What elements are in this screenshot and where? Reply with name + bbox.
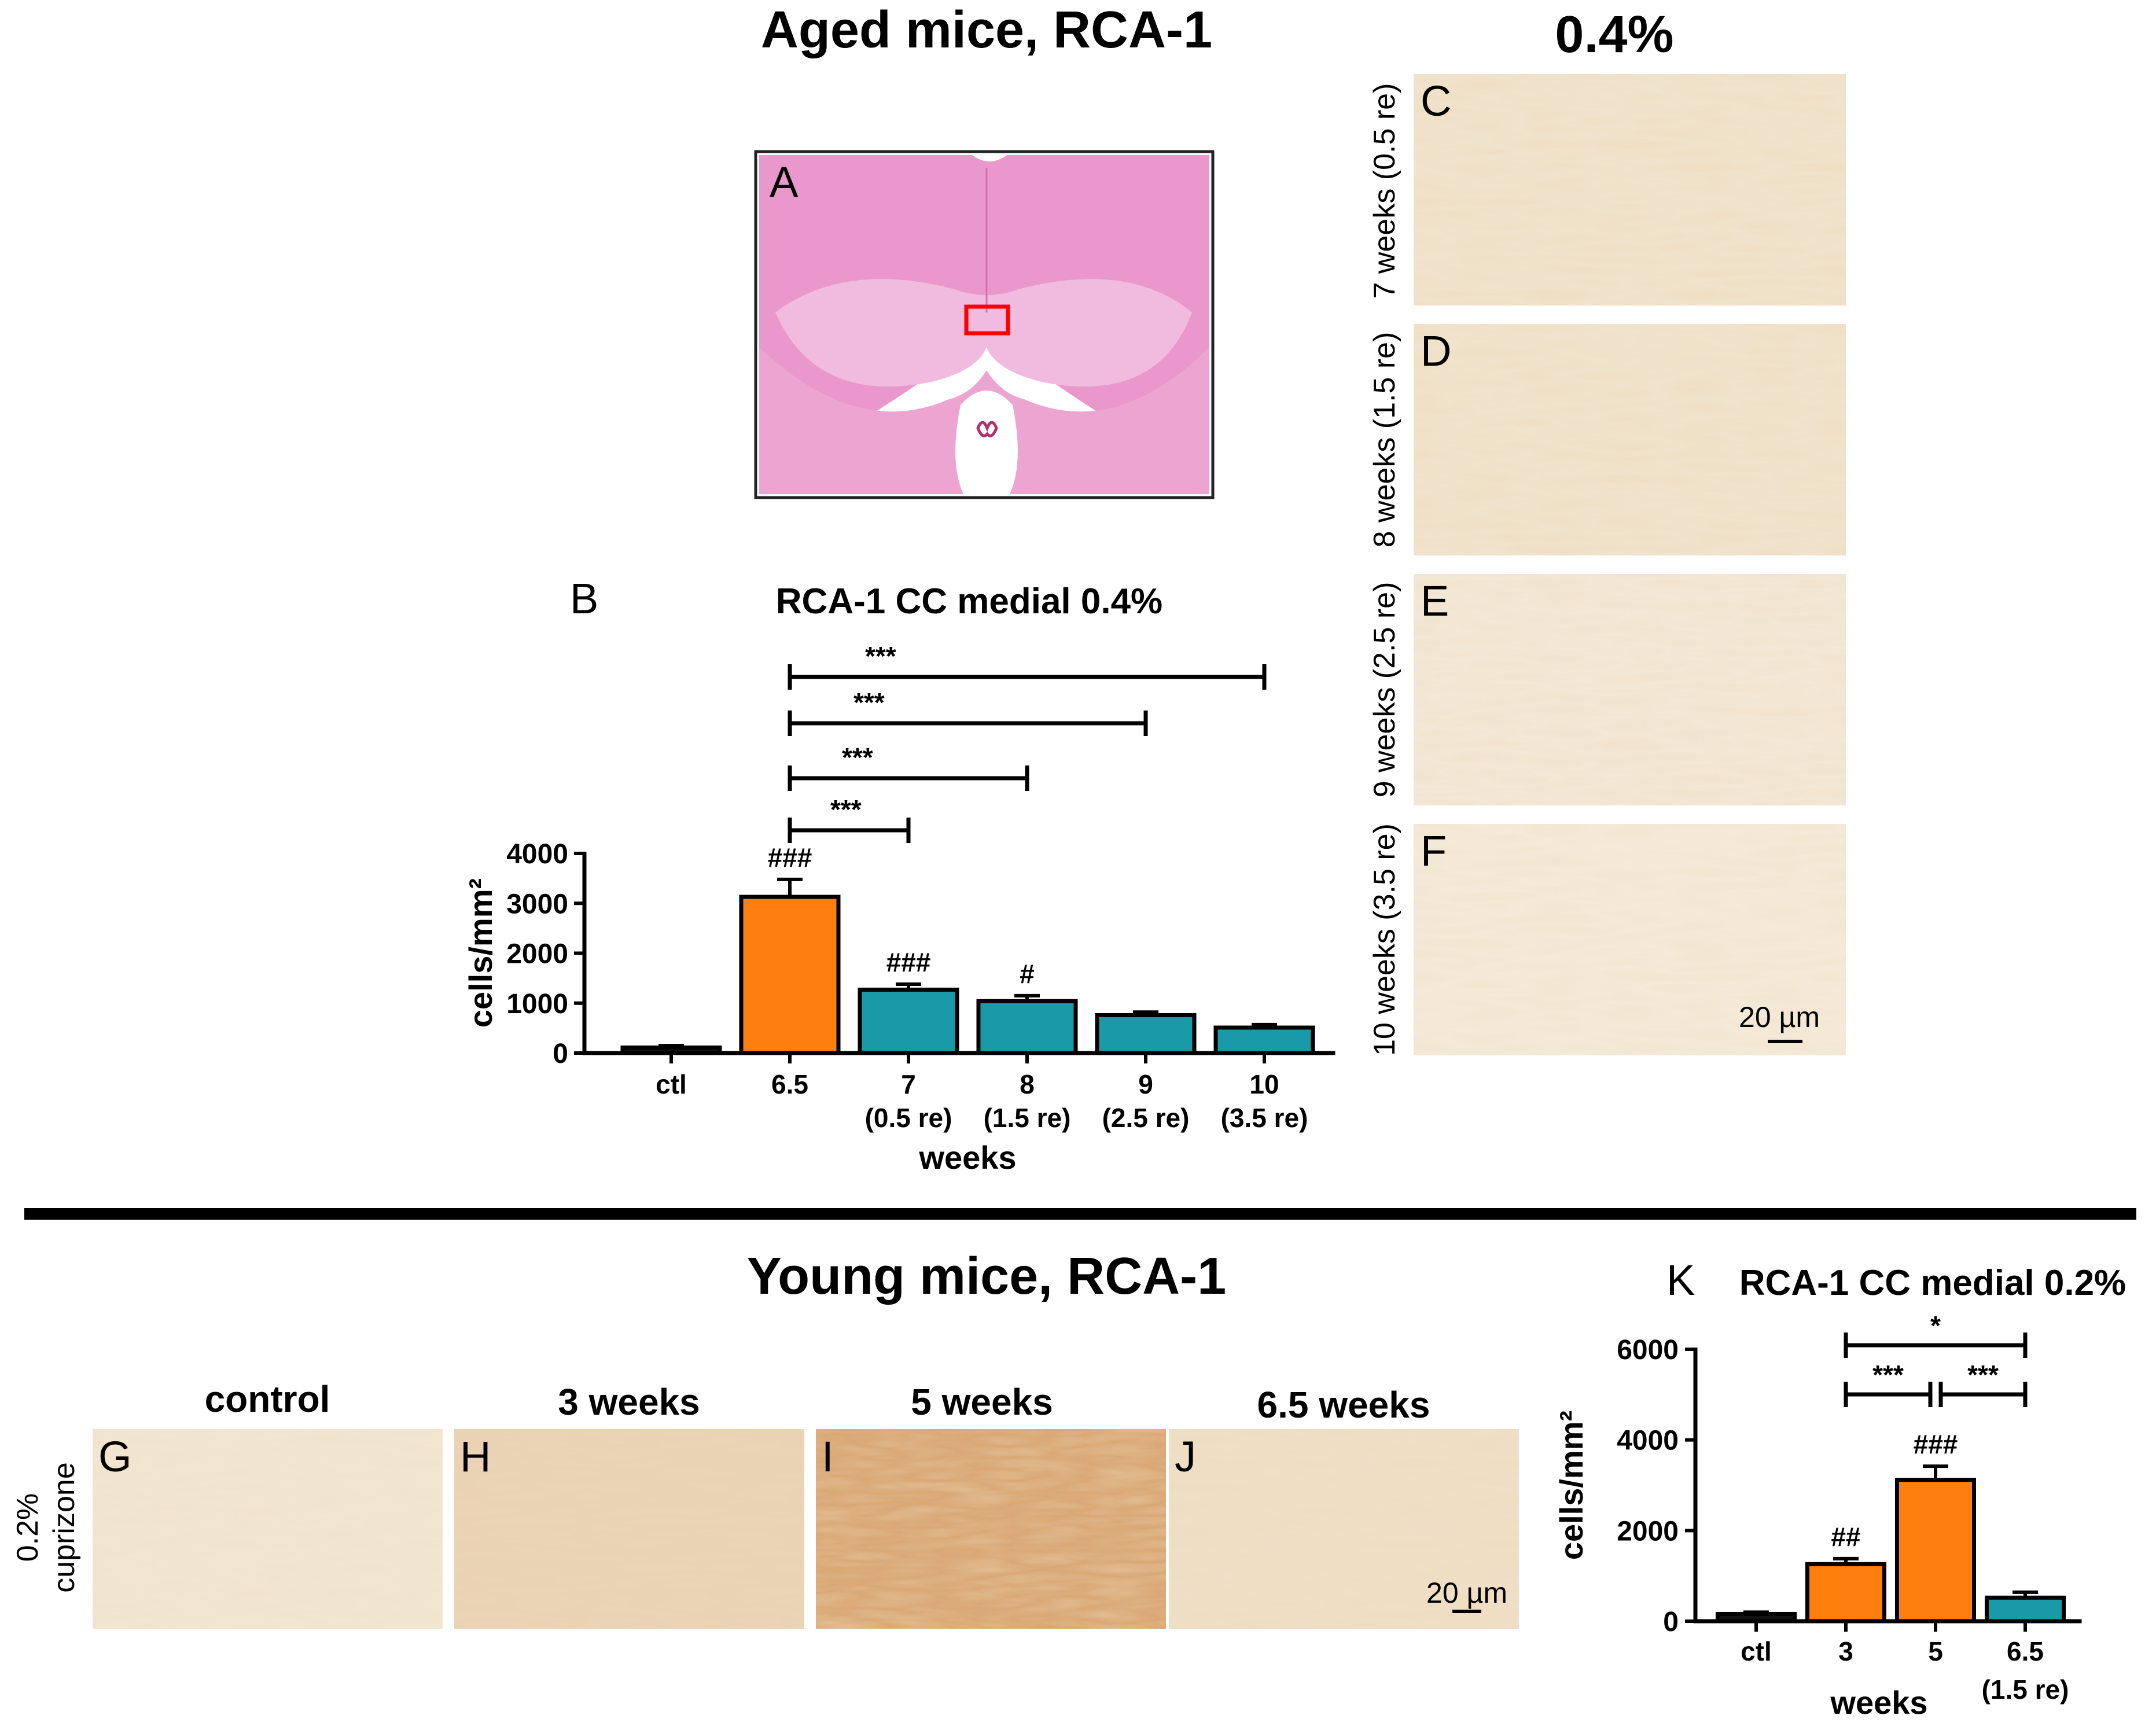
row-label-7-weeks: 7 weeks (0.5 re): [1368, 83, 1401, 299]
x-tick-label: 6.5: [771, 1069, 808, 1099]
panel-label-f: F: [1421, 827, 1447, 875]
x-tick-sublabel: (2.5 re): [1102, 1103, 1190, 1133]
x-tick-label: 6.5: [2007, 1636, 2044, 1666]
x-tick-sublabel: (0.5 re): [865, 1103, 952, 1133]
bar: [1213, 1025, 1315, 1055]
panel-label-c: C: [1421, 77, 1451, 125]
panel-label-j: J: [1175, 1433, 1196, 1481]
comparison-label: ***: [1872, 1360, 1904, 1390]
comparison-label: ***: [842, 742, 873, 772]
scale-bar-label-f: 20 µm: [1739, 1001, 1820, 1033]
bar: [1716, 1611, 1797, 1624]
chart-k: K RCA-1 CC medial 0.2% 0 2000 4000 6000 cell…: [1553, 1256, 2126, 1721]
y-tick-label: 4000: [506, 839, 568, 870]
micrograph-e: E 9 weeks (2.5 re): [1368, 574, 1846, 805]
micrograph-f: F 10 weeks (3.5 re) 20 µm: [1368, 823, 1846, 1056]
bar: [1985, 1595, 2066, 1624]
row-label-8-weeks: 8 weeks (1.5 re): [1368, 332, 1401, 548]
micrograph-d: D 8 weeks (1.5 re): [1368, 324, 1846, 555]
x-axis-label: weeks: [1830, 1684, 1927, 1721]
x-tick-label: 8: [1020, 1069, 1035, 1099]
bar-sig-label: ##: [1831, 1522, 1860, 1552]
row-label-9-weeks: 9 weeks (2.5 re): [1368, 582, 1401, 798]
y-tick-label: 4000: [1617, 1426, 1679, 1456]
micrograph-g: control G: [93, 1378, 443, 1629]
x-tick-sublabel: (3.5 re): [1221, 1103, 1308, 1133]
bar: [739, 895, 841, 1055]
panel-label-i: I: [822, 1433, 834, 1481]
x-tick-label: 10: [1249, 1069, 1279, 1099]
bar: [1805, 1562, 1886, 1624]
panel-label-e: E: [1421, 577, 1449, 625]
bar-sig-label: ###: [768, 842, 812, 873]
chart-k-title: RCA-1 CC medial 0.2%: [1739, 1263, 2126, 1303]
x-tick-label: 9: [1138, 1069, 1153, 1099]
micrograph-i: 5 weeks I: [816, 1381, 1166, 1629]
column-title-0.4: 0.4%: [1555, 6, 1673, 64]
panel-a-brain-section: A: [754, 150, 1215, 499]
y-tick-label: 2000: [1617, 1516, 1679, 1547]
micrograph-c: C 7 weeks (0.5 re): [1368, 74, 1846, 305]
comparison-label: ***: [1967, 1360, 1999, 1390]
row-label-0.2: 0.2%: [11, 1493, 45, 1562]
y-tick-label: 6000: [1617, 1335, 1679, 1365]
young-title: Young mice, RCA-1: [747, 1247, 1226, 1305]
col-title-control: control: [205, 1378, 330, 1420]
section-divider: [24, 1208, 2136, 1220]
panel-label-b: B: [570, 575, 598, 623]
panel-label-d: D: [1421, 327, 1451, 375]
bar-sig-label: #: [1020, 959, 1035, 989]
col-title-3-weeks: 3 weeks: [558, 1381, 700, 1423]
scale-bar-label-j: 20 µm: [1426, 1577, 1507, 1609]
bar-sig-label: ###: [1914, 1429, 1958, 1459]
comparison-label: *: [1930, 1311, 1941, 1341]
roi-box: [964, 304, 1010, 336]
row-label-cuprizone: cuprizone: [47, 1462, 81, 1592]
x-tick-label: ctl: [1741, 1636, 1772, 1666]
y-tick-label: 0: [1663, 1607, 1679, 1637]
y-tick-label: 3000: [506, 889, 568, 919]
x-tick-label: ctl: [656, 1069, 687, 1099]
bar: [858, 987, 959, 1055]
y-tick-label: 2000: [506, 939, 568, 970]
panel-label-g: G: [98, 1433, 132, 1481]
bar-sig-label: ###: [886, 947, 931, 977]
comparison-label: ***: [830, 794, 862, 824]
aged-title: Aged mice, RCA-1: [761, 1, 1212, 59]
bar: [1895, 1478, 1976, 1624]
comparison-label: ***: [853, 687, 885, 717]
panel-label-k: K: [1666, 1256, 1695, 1304]
bar: [976, 999, 1078, 1055]
x-tick-label: 3: [1838, 1636, 1853, 1666]
x-tick-label: 7: [901, 1069, 916, 1099]
x-tick-label: 5: [1928, 1636, 1943, 1666]
bar: [1095, 1013, 1197, 1055]
panel-label-a: A: [770, 158, 799, 206]
comparison-label: ***: [865, 641, 896, 671]
micrograph-j: 6.5 weeks J 20 µm: [1169, 1384, 1519, 1629]
x-axis-label: weeks: [918, 1139, 1016, 1176]
panel-label-h: H: [460, 1433, 491, 1481]
y-tick-label: 0: [553, 1039, 568, 1069]
col-title-6.5-weeks: 6.5 weeks: [1257, 1384, 1430, 1426]
chart-b: B RCA-1 CC medial 0.4% 0 1000 2000 3000 4000…: [462, 575, 1335, 1176]
chart-b-title: RCA-1 CC medial 0.4%: [776, 581, 1162, 621]
y-tick-label: 1000: [506, 989, 568, 1019]
y-axis-label: cells/mm²: [462, 878, 499, 1028]
bar: [620, 1046, 722, 1055]
x-tick-sublabel: (1.5 re): [984, 1103, 1071, 1133]
x-tick-sublabel: (1.5 re): [1982, 1674, 2069, 1705]
row-label-10-weeks: 10 weeks (3.5 re): [1368, 823, 1401, 1056]
col-title-5-weeks: 5 weeks: [911, 1381, 1053, 1423]
y-axis-label: cells/mm²: [1553, 1411, 1590, 1560]
micrograph-h: 3 weeks H: [454, 1381, 804, 1629]
